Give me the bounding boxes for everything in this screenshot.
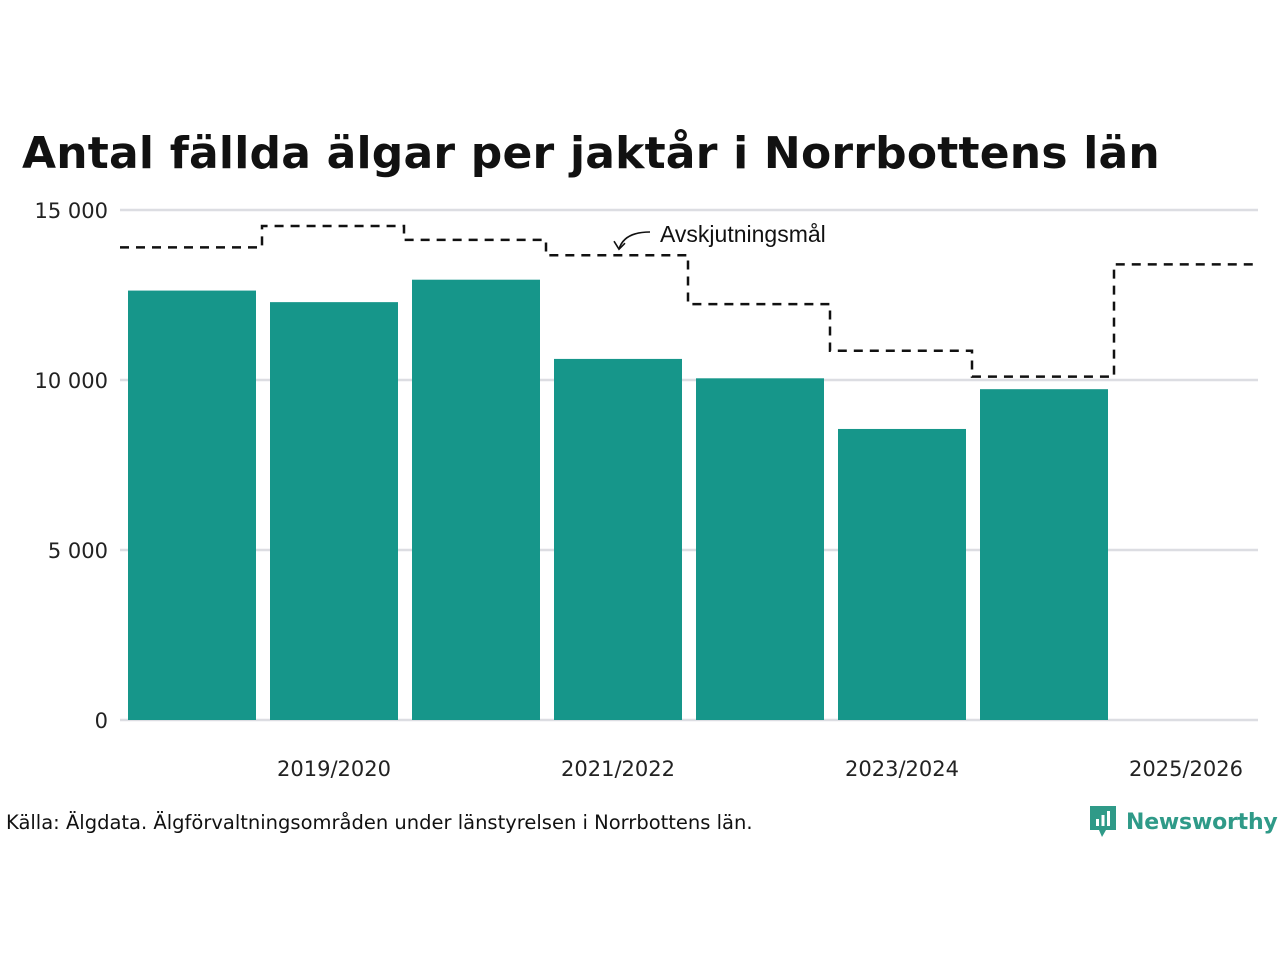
y-tick-label: 5 000 [48, 539, 108, 563]
bar [270, 302, 398, 720]
brand-name: Newsworthy [1126, 809, 1278, 835]
annotation-arrowhead [613, 240, 626, 251]
bar [838, 428, 966, 720]
chart-title: Antal fällda älgar per jaktår i Norrbott… [22, 128, 1160, 179]
annotation-arrow [618, 231, 651, 250]
x-tick-label: 2025/2026 [1129, 757, 1243, 781]
y-tick-label: 15 000 [35, 199, 108, 223]
annotation-label: Avskjutningsmål [660, 221, 826, 247]
x-tick-label: 2021/2022 [561, 757, 675, 781]
bar [696, 378, 824, 720]
x-tick-label: 2019/2020 [277, 757, 391, 781]
bar [980, 389, 1108, 720]
newsworthy-logo-icon [1090, 806, 1116, 837]
y-tick-label: 10 000 [35, 369, 108, 393]
source-note: Källa: Älgdata. Älgförvaltningsområden u… [6, 811, 753, 834]
target-step-line [120, 224, 1258, 378]
bar [128, 290, 256, 720]
x-tick-label: 2023/2024 [845, 757, 959, 781]
bar [412, 279, 540, 720]
brand: Newsworthy [1088, 804, 1278, 840]
bar [554, 358, 682, 720]
y-tick-label: 0 [95, 709, 108, 733]
